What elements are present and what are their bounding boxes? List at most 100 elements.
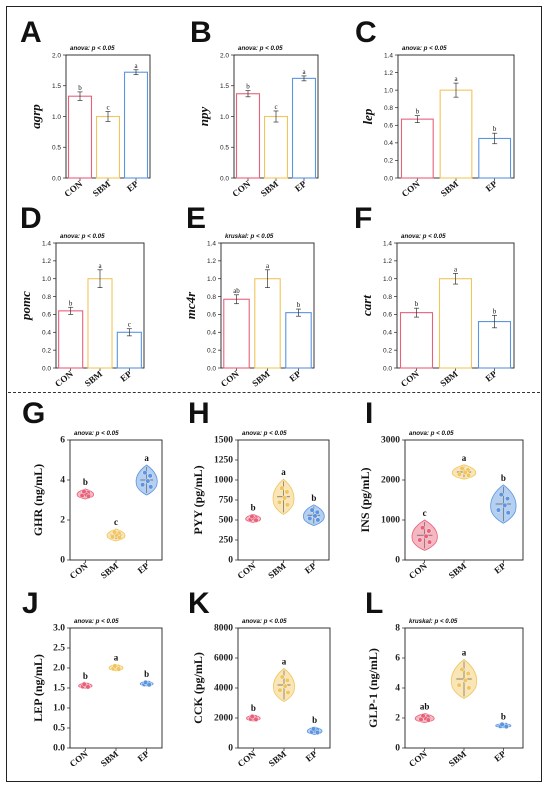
- significance-letter: ab: [233, 287, 240, 295]
- x-tick-label: CON: [62, 178, 84, 199]
- panel-label: L: [365, 587, 383, 620]
- y-axis-title: cart: [359, 295, 374, 316]
- x-tick-label: SBM: [91, 178, 113, 198]
- data-point: [456, 471, 462, 477]
- data-point: [145, 478, 151, 484]
- data-point: [112, 663, 118, 669]
- significance-letter: b: [78, 84, 82, 92]
- data-point: [420, 525, 426, 531]
- x-tick-label: EP: [118, 368, 134, 383]
- x-tick-label: EP: [288, 368, 304, 383]
- stat-title: anova: p < 0.05: [242, 430, 287, 437]
- data-point: [309, 507, 315, 513]
- data-point: [147, 473, 153, 479]
- panel-label: H: [188, 397, 210, 430]
- significance-letter: b: [493, 307, 497, 315]
- x-tick-label: EP: [136, 748, 152, 763]
- y-tick-label: 6000: [214, 653, 233, 663]
- significance-letter: a: [98, 262, 102, 270]
- x-tick-label: CON: [230, 178, 252, 199]
- y-tick-label: 1.2: [207, 258, 216, 265]
- y-tick-label: 1.5: [52, 83, 61, 90]
- data-point: [420, 713, 426, 719]
- bar: [58, 310, 84, 369]
- x-tick-label: SBM: [266, 560, 288, 580]
- significance-letter: b: [83, 477, 88, 487]
- stat-title: anova: p < 0.05: [74, 430, 119, 437]
- y-tick-label: 0: [228, 743, 233, 753]
- stat-title: anova: p < 0.05: [242, 618, 287, 625]
- data-point: [284, 677, 290, 683]
- data-point: [285, 502, 291, 508]
- y-tick-label: 1.0: [53, 703, 65, 713]
- bar: [400, 118, 434, 179]
- panel-label: J: [22, 587, 39, 620]
- y-tick-label: 0.4: [384, 140, 393, 147]
- data-point: [426, 528, 432, 534]
- bar: [235, 93, 261, 179]
- y-tick-label: 1.5: [220, 83, 229, 90]
- panel-label: G: [22, 397, 45, 430]
- y-axis-title: pomc: [18, 291, 33, 321]
- y-tick-label: 1.4: [384, 52, 393, 59]
- y-tick-label: 0.8: [207, 294, 216, 301]
- significance-letter: c: [114, 517, 118, 527]
- y-axis-title: INS (pg/mL): [358, 467, 372, 532]
- y-tick-label: 0: [395, 555, 400, 565]
- data-point: [314, 509, 320, 515]
- significance-letter: a: [462, 453, 467, 463]
- x-tick-label: SBM: [447, 560, 469, 580]
- y-tick-label: 0.4: [383, 330, 392, 337]
- data-point: [465, 671, 471, 677]
- x-tick-label: SBM: [438, 368, 460, 388]
- y-tick-label: 6: [395, 653, 400, 663]
- significance-letter: b: [311, 493, 316, 503]
- data-point: [462, 677, 468, 683]
- data-point: [505, 496, 511, 502]
- y-tick-label: 0.2: [384, 158, 393, 165]
- stat-title: anova: p < 0.05: [70, 45, 115, 52]
- x-tick-label: EP: [492, 748, 508, 763]
- data-point: [459, 465, 465, 471]
- x-tick-label: EP: [484, 368, 500, 383]
- data-point: [148, 484, 154, 490]
- significance-letter: c: [274, 103, 277, 111]
- significance-letter: a: [266, 262, 270, 270]
- y-tick-label: 1.0: [42, 276, 51, 283]
- x-tick-label: EP: [484, 178, 500, 193]
- data-point: [253, 716, 259, 722]
- y-tick-label: 250: [219, 535, 234, 545]
- bar: [223, 298, 250, 369]
- x-tick-label: SBM: [99, 748, 121, 768]
- bar: [291, 77, 317, 179]
- significance-letter: b: [83, 671, 88, 681]
- panel-label: A: [20, 16, 42, 49]
- y-tick-label: 2000: [381, 475, 400, 485]
- data-point: [142, 470, 148, 476]
- x-tick-label: EP: [304, 748, 320, 763]
- data-point: [284, 489, 290, 495]
- data-point: [110, 534, 116, 540]
- y-tick-label: 1.4: [383, 240, 392, 247]
- stat-title: anova: p < 0.05: [74, 618, 119, 625]
- x-tick-label: EP: [136, 560, 152, 575]
- data-point: [423, 533, 429, 539]
- y-tick-label: 0: [228, 555, 233, 565]
- y-axis-title: LEP (ng/mL): [31, 654, 45, 722]
- data-point: [112, 529, 118, 535]
- significance-letter: a: [462, 648, 467, 658]
- data-point: [307, 515, 313, 521]
- y-tick-label: 1000: [214, 475, 233, 485]
- data-point: [253, 517, 259, 523]
- figure-frame: [6, 6, 542, 782]
- x-tick-label: CON: [400, 178, 422, 199]
- panel-label: B: [190, 16, 212, 49]
- bar: [87, 278, 113, 369]
- stat-title: anova: p < 0.05: [238, 45, 283, 52]
- significance-letter: b: [69, 299, 73, 307]
- significance-letter: a: [302, 68, 306, 76]
